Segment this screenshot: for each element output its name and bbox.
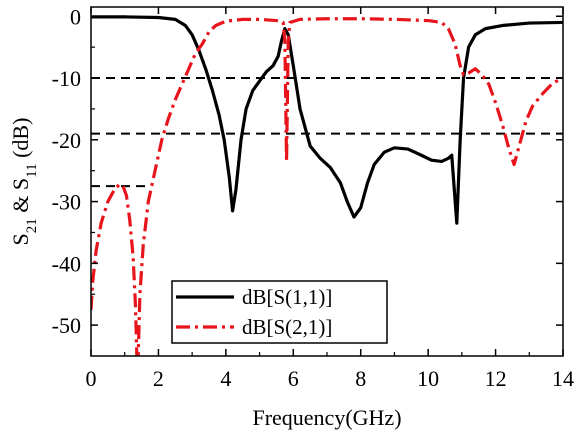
y-tick-label: -30 <box>52 190 81 215</box>
y-axis-title-subscript: 11 <box>24 163 40 177</box>
x-tick-label: 2 <box>153 366 164 391</box>
y-tick-label: 0 <box>70 4 81 29</box>
x-tick-label: 0 <box>86 366 97 391</box>
y-tick-label: -40 <box>52 251 81 276</box>
y-axis-title-part: (dB) <box>8 118 33 164</box>
x-tick-label: 4 <box>220 366 231 391</box>
x-tick-label: 8 <box>355 366 366 391</box>
x-tick-label: 14 <box>552 366 574 391</box>
y-tick-label: -50 <box>52 313 81 338</box>
plot-series <box>91 15 563 356</box>
y-axis-title-part: & S <box>8 178 33 218</box>
series-line <box>91 17 563 356</box>
x-tick-label: 10 <box>417 366 439 391</box>
x-axis: 0 2 4 6 8 10 12 14 <box>86 7 574 391</box>
series-line <box>91 15 563 225</box>
y-tick-label: -20 <box>52 128 81 153</box>
y-axis-title-part: S <box>8 233 33 245</box>
x-axis-title: Frequency(GHz) <box>252 405 401 430</box>
y-axis-title: S21 & S11 (dB) <box>8 118 40 246</box>
y-axis: 0 -10 -20 -30 -40 -50 <box>52 4 563 338</box>
legend: dB[S(1,1)] dB[S(2,1)] <box>171 280 388 344</box>
y-axis-title-subscript: 21 <box>24 218 40 233</box>
x-tick-label: 12 <box>485 366 507 391</box>
legend-label: dB[S(2,1)] <box>242 315 332 339</box>
y-tick-label: -10 <box>52 66 81 91</box>
legend-label: dB[S(1,1)] <box>242 285 332 309</box>
x-tick-label: 6 <box>288 366 299 391</box>
legend-box <box>171 280 388 344</box>
